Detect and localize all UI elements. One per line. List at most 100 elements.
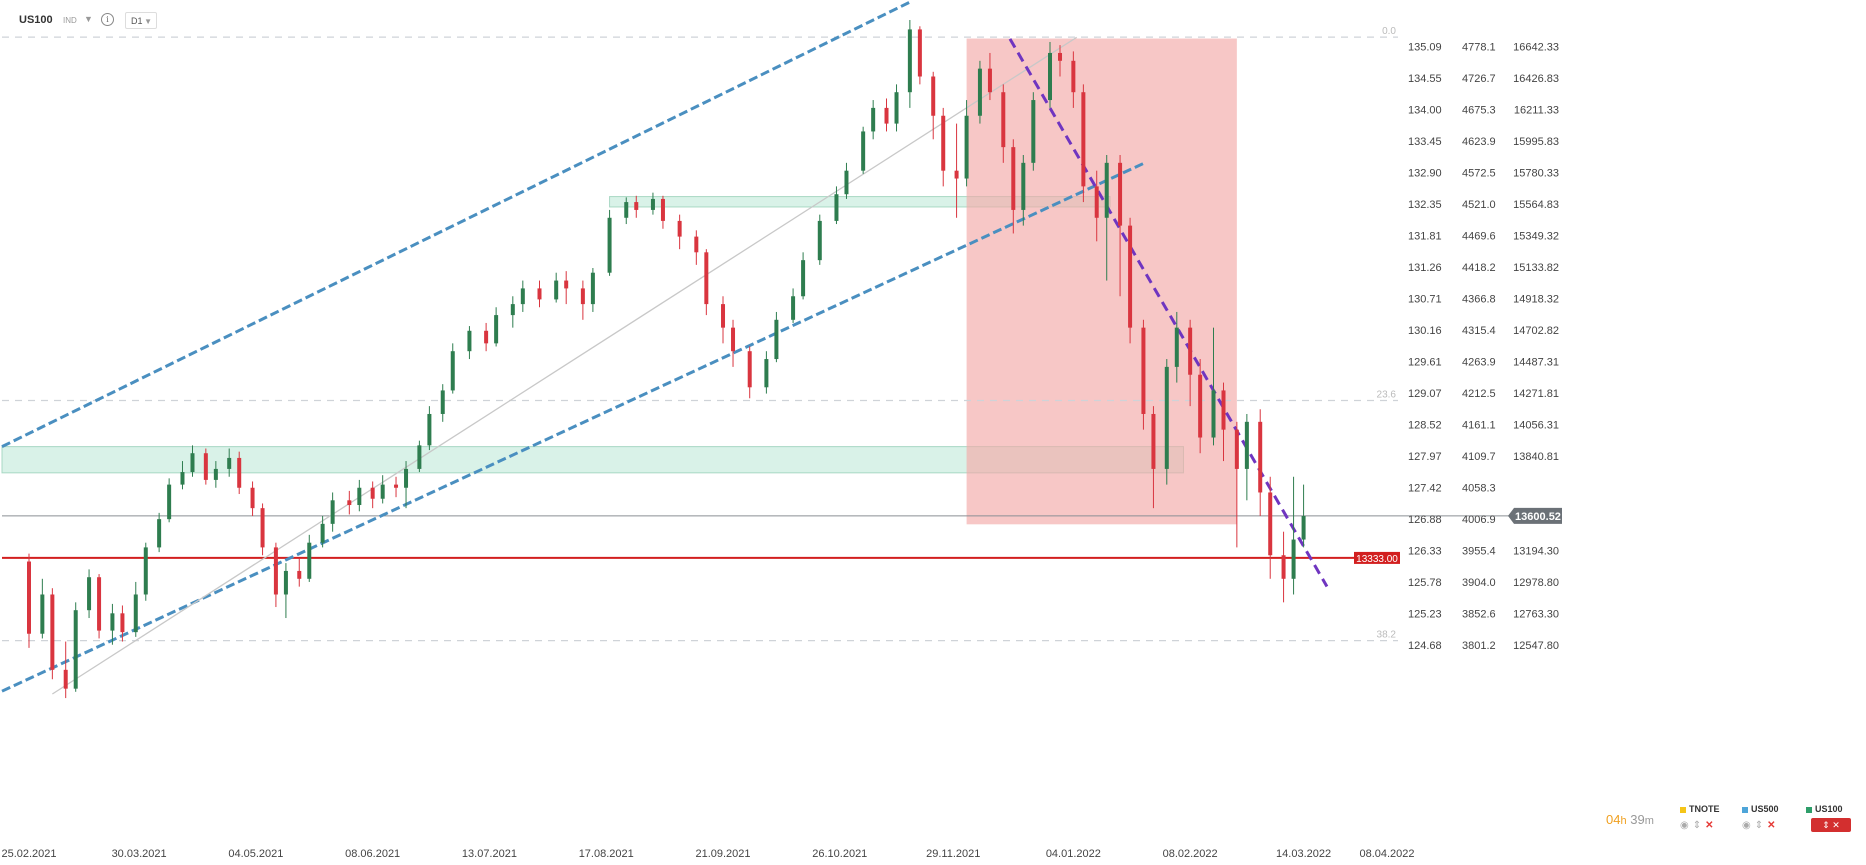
- candle-body: [510, 304, 515, 316]
- candle-body: [1048, 52, 1053, 101]
- thin-trend-line: [52, 36, 1078, 695]
- reorder-icon[interactable]: ⇕: [1692, 820, 1702, 831]
- candle-body: [520, 288, 525, 305]
- candle-body: [731, 327, 736, 352]
- candle-bull: [180, 461, 185, 490]
- candle-body: [764, 359, 769, 388]
- symbol-name[interactable]: US100: [19, 14, 53, 26]
- candle-body: [941, 115, 946, 171]
- candle-bear: [580, 280, 585, 320]
- candle-body: [320, 523, 325, 543]
- axis-tick-label-primary: 133.45: [1408, 136, 1442, 148]
- candle-bull: [590, 268, 595, 312]
- legend-item-us100[interactable]: US100: [1806, 804, 1843, 814]
- candle-bull: [330, 492, 335, 532]
- candle-body: [1188, 327, 1193, 375]
- candle-body: [330, 500, 335, 524]
- close-icon[interactable]: ✕: [1705, 820, 1714, 831]
- close-icon[interactable]: ✕: [1767, 820, 1776, 831]
- axis-tick-label-secondary: 4366.8: [1462, 294, 1496, 306]
- candle-bear: [1001, 84, 1006, 163]
- candle-body: [694, 236, 699, 253]
- legend-label: US500: [1751, 804, 1779, 814]
- axis-tick-label-primary: 135.09: [1408, 42, 1442, 54]
- candle-bear: [203, 448, 208, 485]
- candle-bear: [987, 52, 992, 101]
- candle-bull: [440, 384, 445, 422]
- candle-body: [1141, 327, 1146, 414]
- candle-body: [357, 487, 362, 506]
- axis-tick-label-price: 15133.82: [1513, 262, 1559, 274]
- candle-bear: [120, 605, 125, 642]
- candle-body: [203, 453, 208, 480]
- candle-bear: [917, 26, 922, 85]
- candle-bear: [1198, 359, 1203, 454]
- candle-bull: [283, 563, 288, 619]
- candle-bull: [133, 581, 138, 637]
- chart-header: US100 IND ▼ i D1 ▼: [0, 0, 1400, 36]
- candle-bull: [1048, 41, 1053, 108]
- legend-controls-us500: ◉ ⇕ ✕: [1742, 820, 1780, 831]
- candle-body: [931, 76, 936, 116]
- candle-body: [1021, 162, 1026, 210]
- candle-body: [817, 220, 822, 261]
- candle-bear: [721, 296, 726, 344]
- axes-layer: 135.09 4778.1 16642.33 134.55 4726.7 16426.83…: [1, 42, 1559, 861]
- candle-body: [894, 92, 899, 124]
- countdown-minutes: 39: [1630, 812, 1645, 827]
- reorder-icon[interactable]: ⇕: [1754, 820, 1764, 831]
- reorder-icon[interactable]: ⇕: [1822, 820, 1830, 830]
- eye-icon[interactable]: ◉: [1742, 820, 1751, 831]
- info-icon[interactable]: i: [101, 13, 114, 26]
- candle-body: [1291, 539, 1296, 579]
- axis-tick-label-secondary: 4726.7: [1462, 73, 1496, 85]
- candle-bull: [964, 100, 969, 187]
- candle-body: [660, 198, 665, 221]
- price-tags-layer: 13333.00 13600.52: [1354, 507, 1562, 565]
- timeframe-select[interactable]: D1 ▼: [125, 12, 157, 29]
- candle-body: [844, 170, 849, 195]
- candle-bull: [1021, 154, 1026, 226]
- candle-body: [861, 131, 866, 171]
- candle-bull: [1031, 92, 1036, 171]
- us100-controls[interactable]: ⇕ ✕: [1811, 818, 1851, 832]
- candle-body: [580, 288, 585, 305]
- candle-body: [120, 613, 125, 633]
- chevron-down-icon: ▼: [144, 17, 152, 26]
- axis-tick-label-primary: 125.23: [1408, 609, 1442, 621]
- symbol-dropdown-icon[interactable]: ▼: [84, 14, 93, 24]
- axis-tick-label-primary: 124.68: [1408, 640, 1442, 652]
- candle-bear: [884, 98, 889, 132]
- candle-bear: [27, 553, 31, 648]
- candle-bear: [394, 476, 399, 498]
- axis-tick-label-primary: 132.90: [1408, 168, 1442, 180]
- candle-bear: [97, 574, 102, 639]
- legend-item-tnote[interactable]: TNOTE: [1680, 804, 1720, 814]
- candle-bull: [801, 252, 806, 300]
- eye-icon[interactable]: ◉: [1680, 820, 1689, 831]
- close-icon[interactable]: ✕: [1832, 820, 1840, 830]
- axis-tick-label-price: 12978.80: [1513, 577, 1559, 589]
- candle-bear: [634, 195, 639, 218]
- candle-body: [110, 613, 115, 631]
- candle-bull: [624, 197, 629, 225]
- candle-body: [1301, 516, 1306, 540]
- fib-level-label: 38.2: [1377, 630, 1397, 641]
- candle-body: [27, 561, 31, 634]
- axis-tick-label-primary: 134.00: [1408, 105, 1442, 117]
- legend-item-us500[interactable]: US500: [1742, 804, 1779, 814]
- candle-bull: [834, 186, 839, 225]
- x-axis-date-label: 08.06.2021: [345, 848, 400, 860]
- candle-body: [283, 570, 288, 595]
- candle-body: [494, 315, 499, 344]
- candle-body: [964, 115, 969, 179]
- channel-upper-line: [1, 0, 911, 448]
- candle-body: [907, 29, 912, 93]
- x-axis-date-label: 17.08.2021: [579, 848, 634, 860]
- legend-color-swatch: [1806, 806, 1812, 813]
- candle-body: [871, 107, 876, 132]
- axis-tick-label-primary: 128.52: [1408, 420, 1442, 432]
- candle-body: [237, 457, 242, 488]
- candle-body: [1128, 225, 1133, 328]
